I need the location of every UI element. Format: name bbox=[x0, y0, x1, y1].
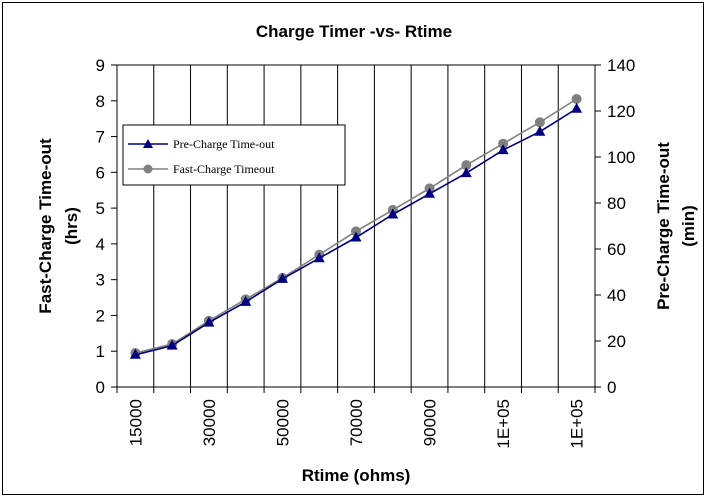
data-point-triangle bbox=[276, 272, 288, 283]
y2-tick-label: 20 bbox=[607, 332, 626, 351]
legend-label-fast-charge: Fast-Charge Timeout bbox=[173, 162, 275, 176]
axes-layer: 0 1 2 3 4 5 6 7 8 9 0 20 40 60 80 100 120 140 15000 30000 50… bbox=[96, 56, 636, 449]
chart-title: Charge Timer -vs- Rtime bbox=[256, 22, 452, 41]
y-tick-label: 4 bbox=[96, 235, 105, 254]
y-axis-title: Fast-Charge Time-out bbox=[36, 138, 55, 314]
y2-tick-label: 100 bbox=[607, 148, 635, 167]
x-tick-label: 50000 bbox=[273, 399, 292, 446]
data-point-triangle bbox=[460, 167, 472, 178]
y-tick-label: 1 bbox=[96, 342, 105, 361]
x-tick-label: 1E+05 bbox=[568, 399, 587, 449]
y2-tick-label: 0 bbox=[607, 378, 616, 397]
y-tick-label: 0 bbox=[96, 378, 105, 397]
y2-tick-label: 120 bbox=[607, 102, 635, 121]
data-point-circle bbox=[351, 226, 361, 237]
plot-area bbox=[116, 64, 596, 388]
x-tick-label: 15000 bbox=[126, 399, 145, 446]
data-point-triangle bbox=[571, 102, 583, 113]
x-axis-title: Rtime (ohms) bbox=[302, 466, 411, 485]
data-point-triangle bbox=[497, 144, 509, 155]
data-point-triangle bbox=[129, 348, 141, 359]
y-tick-label: 9 bbox=[96, 56, 105, 75]
y-tick-label: 6 bbox=[96, 163, 105, 182]
legend-box bbox=[122, 124, 346, 186]
data-point-triangle bbox=[534, 125, 546, 136]
data-point-triangle bbox=[203, 316, 215, 327]
x-tick-label: 30000 bbox=[200, 399, 219, 446]
x-tick-label: 70000 bbox=[347, 399, 366, 446]
y-axis-unit: (hrs) bbox=[62, 207, 81, 245]
legend: Pre-Charge Time-out Fast-Charge Timeout bbox=[122, 124, 346, 186]
y-tick-label: 8 bbox=[96, 92, 105, 111]
y-tick-label: 2 bbox=[96, 306, 105, 325]
legend-marker-triangle bbox=[143, 139, 153, 148]
data-point-triangle bbox=[387, 208, 399, 219]
data-point-circle bbox=[498, 138, 509, 149]
data-point-triangle bbox=[313, 252, 325, 263]
y-tick-label: 5 bbox=[96, 199, 105, 218]
x-tick-label: 90000 bbox=[421, 399, 440, 446]
y-tick-label: 7 bbox=[96, 128, 105, 147]
series-layer bbox=[129, 93, 583, 359]
grid-layer bbox=[153, 65, 559, 387]
legend-label-pre-charge: Pre-Charge Time-out bbox=[173, 137, 275, 151]
y2-axis-title: Pre-Charge Time-out bbox=[654, 142, 673, 310]
x-tick-label: 1E+05 bbox=[494, 399, 513, 449]
data-point-circle bbox=[571, 93, 582, 104]
legend-marker-circle bbox=[143, 164, 153, 174]
chart-svg: Charge Timer -vs- Rtime 0 1 2 3 4 5 6 7 8 9 0 20 40 6… bbox=[36, 22, 698, 485]
y2-tick-label: 60 bbox=[607, 240, 626, 259]
y2-tick-label: 140 bbox=[607, 56, 635, 75]
y2-tick-label: 40 bbox=[607, 286, 626, 305]
data-point-circle bbox=[461, 160, 472, 171]
y2-axis-unit: (min) bbox=[679, 205, 698, 247]
y2-tick-label: 80 bbox=[607, 194, 626, 213]
data-point-triangle bbox=[166, 339, 178, 350]
data-point-triangle bbox=[240, 295, 252, 306]
y-tick-label: 3 bbox=[96, 271, 105, 290]
data-point-triangle bbox=[350, 231, 362, 242]
data-point-triangle bbox=[424, 187, 436, 198]
data-point-circle bbox=[534, 117, 545, 128]
